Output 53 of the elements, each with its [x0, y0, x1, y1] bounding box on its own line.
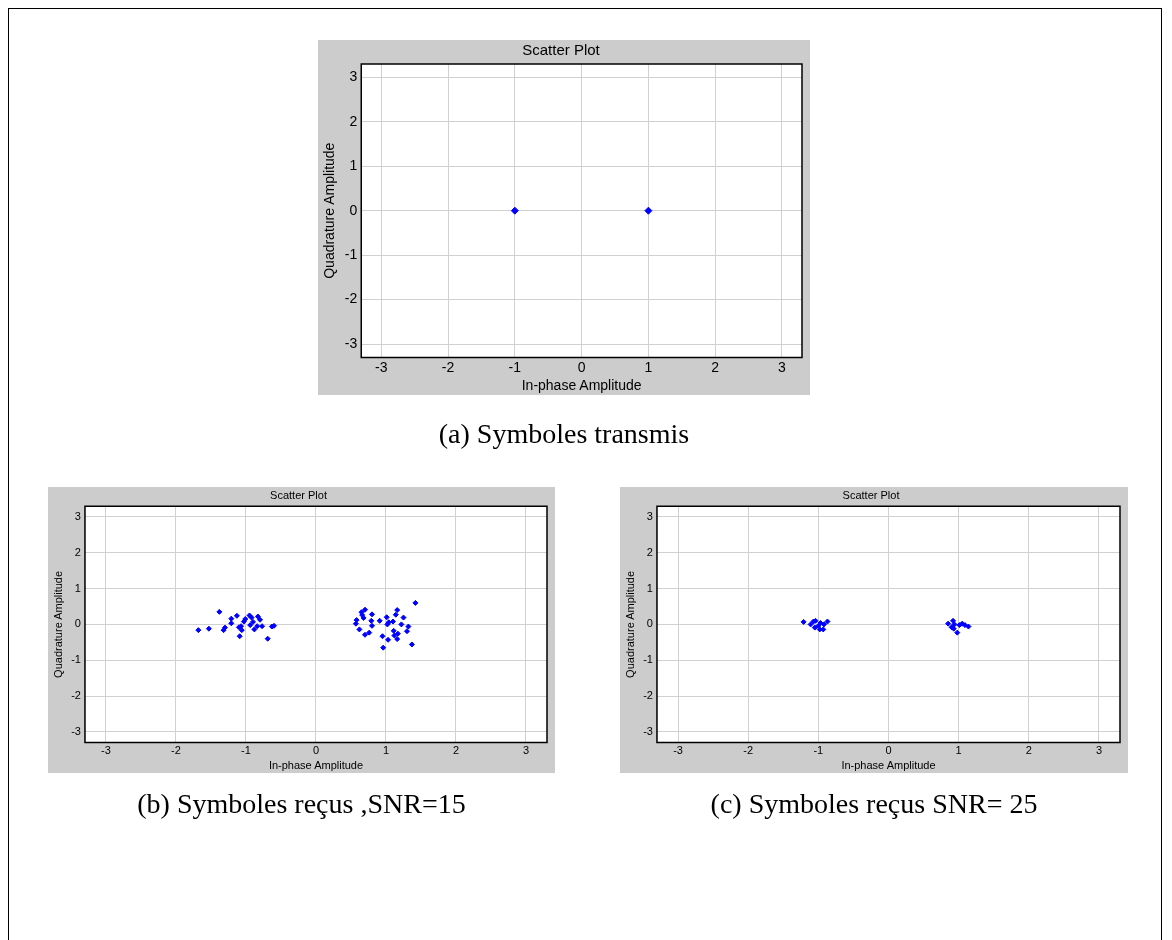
- x-axis-title: In-phase Amplitude: [841, 759, 936, 772]
- x-axis-title: In-phase Amplitude: [268, 759, 364, 772]
- y-axis-title: Quadrature Amplitude: [51, 570, 64, 678]
- y-tick-label: 1: [646, 581, 653, 594]
- x-tick-label: -3: [375, 358, 388, 375]
- y-tick-label: 3: [646, 509, 653, 522]
- x-tick-label: 3: [778, 358, 787, 375]
- y-tick-label: -1: [643, 653, 653, 666]
- y-axis-title: Quadrature Amplitude: [623, 570, 636, 678]
- y-tick-label: -1: [344, 246, 358, 263]
- y-tick-label: -3: [344, 334, 358, 351]
- x-tick-label: -2: [441, 358, 455, 375]
- x-axis-title: In-phase Amplitude: [521, 377, 642, 394]
- text: (b) Symboles reçus ,SNR=15: [136, 788, 467, 820]
- y-tick-label: 0: [349, 201, 358, 218]
- x-tick-label: 0: [312, 744, 320, 757]
- y-tick-label: -3: [643, 724, 653, 737]
- x-tick-label: 1: [382, 744, 390, 757]
- x-tick-label: -3: [673, 744, 683, 757]
- x-tick-label: 3: [1095, 744, 1103, 757]
- x-tick-label: 0: [885, 744, 892, 757]
- y-tick-label: 2: [646, 545, 653, 558]
- y-tick-label: 3: [74, 509, 81, 522]
- x-tick-label: -1: [508, 358, 522, 375]
- y-tick-label: -2: [643, 689, 653, 702]
- x-tick-label: -2: [171, 744, 181, 757]
- y-tick-label: -2: [344, 290, 358, 307]
- x-tick-label: -1: [241, 744, 251, 757]
- y-tick-label: 0: [74, 617, 81, 630]
- y-tick-label: 1: [349, 157, 358, 174]
- y-tick-label: -2: [71, 689, 81, 702]
- y-tick-label: -3: [71, 724, 81, 737]
- x-tick-label: -3: [101, 744, 111, 757]
- y-tick-label: -1: [71, 653, 81, 666]
- y-tick-label: 2: [74, 545, 81, 558]
- x-tick-label: -2: [743, 744, 754, 757]
- y-tick-label: 1: [74, 581, 81, 594]
- chart-title: Scatter Plot: [270, 488, 327, 501]
- x-tick-label: 2: [452, 744, 460, 757]
- x-tick-label: 3: [522, 744, 530, 757]
- x-tick-label: 2: [1025, 744, 1032, 757]
- chart-title: Scatter Plot: [522, 41, 601, 59]
- x-tick-label: 2: [711, 358, 720, 375]
- x-tick-label: 0: [577, 358, 586, 375]
- text: (a) Symboles transmis: [437, 418, 691, 450]
- text: (c) Symboles reçus SNR= 25: [709, 788, 1039, 820]
- y-tick-label: 2: [349, 112, 358, 129]
- x-tick-label: -1: [813, 744, 824, 757]
- y-axis-title: Quadrature Amplitude: [321, 142, 338, 279]
- chart-title: Scatter Plot: [842, 488, 900, 501]
- x-tick-label: 1: [955, 744, 962, 757]
- y-tick-label: 3: [349, 68, 358, 85]
- y-tick-label: 0: [646, 617, 653, 630]
